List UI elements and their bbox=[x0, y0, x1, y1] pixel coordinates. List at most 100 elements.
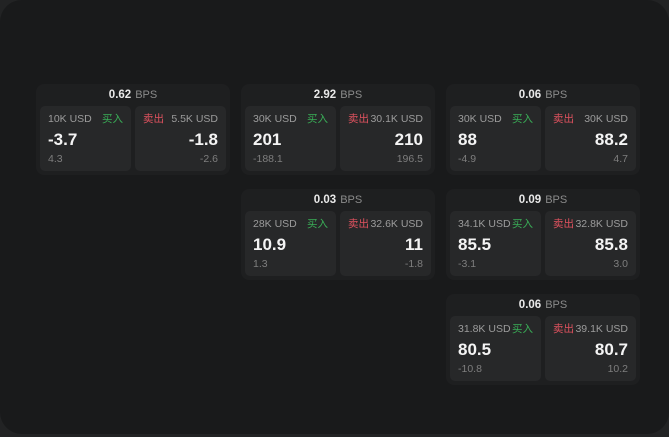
buy-quote-tile[interactable]: 28K USD 买入 10.9 1.3 bbox=[245, 211, 336, 276]
quote-cards-grid: 0.62 BPS 10K USD 买入 -3.7 4.3 卖出 5.5K USD… bbox=[36, 84, 640, 385]
spread-unit-label: BPS bbox=[135, 89, 158, 101]
spread-header: 0.09 BPS bbox=[450, 189, 636, 211]
buy-amount: 28K USD bbox=[253, 218, 297, 230]
buy-side-label: 买入 bbox=[102, 113, 123, 125]
sell-quote-tile[interactable]: 卖出 30K USD 88.2 4.7 bbox=[545, 106, 636, 171]
quote-sides: 30K USD 买入 201 -188.1 卖出 30.1K USD 210 1… bbox=[245, 106, 431, 171]
buy-price: 88 bbox=[458, 129, 477, 149]
sell-delta: 4.7 bbox=[613, 153, 628, 165]
buy-delta: -10.8 bbox=[458, 363, 482, 375]
sell-price: 80.7 bbox=[594, 339, 628, 359]
buy-delta: 4.3 bbox=[48, 153, 63, 165]
buy-price: 10.9 bbox=[253, 234, 287, 254]
buy-side-label: 买入 bbox=[512, 113, 533, 125]
spread-value: 0.06 bbox=[518, 299, 542, 311]
sell-side-label: 卖出 bbox=[553, 113, 574, 125]
sell-side-label: 卖出 bbox=[143, 113, 164, 125]
spread-value: 0.09 bbox=[518, 194, 542, 206]
sell-delta: 196.5 bbox=[396, 153, 423, 165]
spread-header: 0.06 BPS bbox=[450, 84, 636, 106]
sell-delta: -2.6 bbox=[199, 153, 218, 165]
buy-price: 201 bbox=[253, 129, 282, 149]
buy-tile-header: 34.1K USD 买入 bbox=[458, 218, 533, 230]
sell-side-label: 卖出 bbox=[553, 218, 574, 230]
buy-side-label: 买入 bbox=[512, 218, 533, 230]
quote-card: 0.06 BPS 31.8K USD 买入 80.5 -10.8 卖出 39.1… bbox=[446, 294, 640, 385]
sell-amount: 30K USD bbox=[584, 113, 628, 125]
sell-side-label: 卖出 bbox=[348, 113, 369, 125]
quote-sides: 31.8K USD 买入 80.5 -10.8 卖出 39.1K USD 80.… bbox=[450, 316, 636, 381]
buy-side-label: 买入 bbox=[307, 113, 328, 125]
sell-amount: 5.5K USD bbox=[171, 113, 218, 125]
spread-unit-label: BPS bbox=[545, 194, 568, 206]
buy-price: 80.5 bbox=[458, 339, 492, 359]
sell-side-label: 卖出 bbox=[553, 323, 574, 335]
buy-price: 85.5 bbox=[458, 234, 492, 254]
sell-tile-header: 卖出 32.8K USD bbox=[553, 218, 628, 230]
spread-value: 0.03 bbox=[313, 194, 337, 206]
sell-amount: 39.1K USD bbox=[575, 323, 628, 335]
spread-value: 0.62 bbox=[108, 89, 132, 101]
sell-delta: 3.0 bbox=[613, 258, 628, 270]
sell-tile-header: 卖出 30K USD bbox=[553, 113, 628, 125]
spread-value: 2.92 bbox=[313, 89, 337, 101]
sell-price: 85.8 bbox=[594, 234, 628, 254]
sell-tile-header: 卖出 32.6K USD bbox=[348, 218, 423, 230]
buy-quote-tile[interactable]: 31.8K USD 买入 80.5 -10.8 bbox=[450, 316, 541, 381]
buy-quote-tile[interactable]: 34.1K USD 买入 85.5 -3.1 bbox=[450, 211, 541, 276]
spread-value: 0.06 bbox=[518, 89, 542, 101]
spread-header: 0.06 BPS bbox=[450, 294, 636, 316]
buy-quote-tile[interactable]: 30K USD 买入 201 -188.1 bbox=[245, 106, 336, 171]
buy-tile-header: 30K USD 买入 bbox=[253, 113, 328, 125]
buy-side-label: 买入 bbox=[307, 218, 328, 230]
buy-delta: -188.1 bbox=[253, 153, 283, 165]
buy-delta: 1.3 bbox=[253, 258, 268, 270]
sell-price: -1.8 bbox=[188, 129, 218, 149]
sell-quote-tile[interactable]: 卖出 32.6K USD 11 -1.8 bbox=[340, 211, 431, 276]
sell-quote-tile[interactable]: 卖出 30.1K USD 210 196.5 bbox=[340, 106, 431, 171]
quote-sides: 34.1K USD 买入 85.5 -3.1 卖出 32.8K USD 85.8… bbox=[450, 211, 636, 276]
buy-side-label: 买入 bbox=[512, 323, 533, 335]
sell-price: 88.2 bbox=[594, 129, 628, 149]
spread-header: 0.03 BPS bbox=[245, 189, 431, 211]
quote-sides: 10K USD 买入 -3.7 4.3 卖出 5.5K USD -1.8 -2.… bbox=[40, 106, 226, 171]
sell-price: 210 bbox=[394, 129, 423, 149]
buy-tile-header: 30K USD 买入 bbox=[458, 113, 533, 125]
sell-amount: 32.6K USD bbox=[370, 218, 423, 230]
buy-amount: 31.8K USD bbox=[458, 323, 511, 335]
sell-tile-header: 卖出 5.5K USD bbox=[143, 113, 218, 125]
spread-header: 2.92 BPS bbox=[245, 84, 431, 106]
spread-header: 0.62 BPS bbox=[40, 84, 226, 106]
buy-price: -3.7 bbox=[48, 129, 78, 149]
buy-quote-tile[interactable]: 10K USD 买入 -3.7 4.3 bbox=[40, 106, 131, 171]
spread-unit-label: BPS bbox=[545, 89, 568, 101]
quote-card: 0.06 BPS 30K USD 买入 88 -4.9 卖出 30K USD 8… bbox=[446, 84, 640, 175]
quote-card: 0.09 BPS 34.1K USD 买入 85.5 -3.1 卖出 32.8K… bbox=[446, 189, 640, 280]
buy-tile-header: 10K USD 买入 bbox=[48, 113, 123, 125]
spread-unit-label: BPS bbox=[340, 194, 363, 206]
quote-card: 2.92 BPS 30K USD 买入 201 -188.1 卖出 30.1K … bbox=[241, 84, 435, 175]
spread-unit-label: BPS bbox=[545, 299, 568, 311]
sell-delta: 10.2 bbox=[607, 363, 628, 375]
buy-tile-header: 28K USD 买入 bbox=[253, 218, 328, 230]
sell-tile-header: 卖出 39.1K USD bbox=[553, 323, 628, 335]
spread-unit-label: BPS bbox=[340, 89, 363, 101]
sell-quote-tile[interactable]: 卖出 32.8K USD 85.8 3.0 bbox=[545, 211, 636, 276]
sell-amount: 32.8K USD bbox=[575, 218, 628, 230]
buy-amount: 10K USD bbox=[48, 113, 92, 125]
sell-quote-tile[interactable]: 卖出 5.5K USD -1.8 -2.6 bbox=[135, 106, 226, 171]
quote-sides: 28K USD 买入 10.9 1.3 卖出 32.6K USD 11 -1.8 bbox=[245, 211, 431, 276]
buy-tile-header: 31.8K USD 买入 bbox=[458, 323, 533, 335]
quote-card: 0.03 BPS 28K USD 买入 10.9 1.3 卖出 32.6K US… bbox=[241, 189, 435, 280]
buy-quote-tile[interactable]: 30K USD 买入 88 -4.9 bbox=[450, 106, 541, 171]
quote-sides: 30K USD 买入 88 -4.9 卖出 30K USD 88.2 4.7 bbox=[450, 106, 636, 171]
buy-delta: -4.9 bbox=[458, 153, 477, 165]
sell-side-label: 卖出 bbox=[348, 218, 369, 230]
sell-quote-tile[interactable]: 卖出 39.1K USD 80.7 10.2 bbox=[545, 316, 636, 381]
sell-delta: -1.8 bbox=[404, 258, 423, 270]
buy-amount: 34.1K USD bbox=[458, 218, 511, 230]
buy-amount: 30K USD bbox=[458, 113, 502, 125]
sell-price: 11 bbox=[405, 234, 423, 254]
buy-amount: 30K USD bbox=[253, 113, 297, 125]
